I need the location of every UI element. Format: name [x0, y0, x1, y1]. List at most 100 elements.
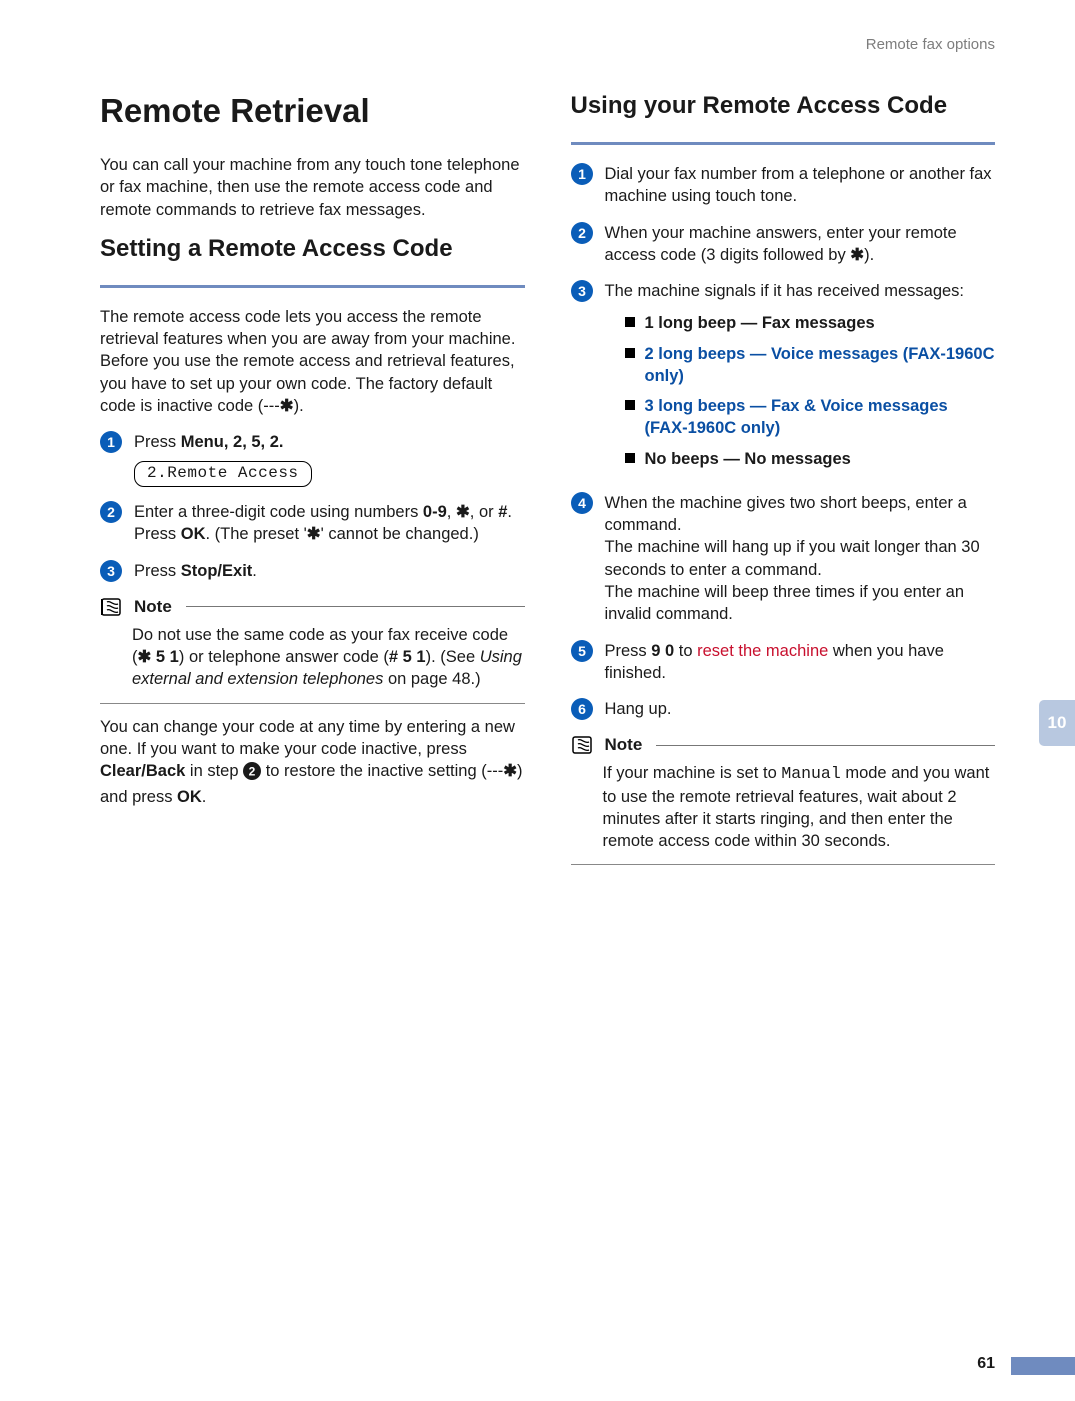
page-number: 61: [977, 1355, 995, 1373]
step-badge-1: 1: [100, 431, 122, 487]
text-red: reset the machine: [697, 642, 828, 660]
step-body: Dial your fax number from a telephone or…: [605, 163, 996, 208]
step-badge-4: 4: [571, 492, 593, 626]
step-badge-5: 5: [571, 640, 593, 685]
svg-text:5: 5: [578, 643, 586, 659]
star-icon: ✱: [280, 397, 294, 415]
step-2: 2 Enter a three-digit code using numbers…: [100, 501, 525, 546]
text: .: [507, 503, 512, 521]
text: ,: [447, 503, 456, 521]
text: .: [202, 788, 207, 806]
text-blue: 3 long beeps — Fax & Voice messages (FAX…: [645, 395, 996, 440]
text-bold: OK: [177, 788, 202, 806]
section-heading-setting-code: Setting a Remote Access Code: [100, 235, 525, 269]
signal-item-3: 3 long beeps — Fax & Voice messages (FAX…: [625, 395, 996, 440]
bullet-icon: [625, 400, 635, 410]
step-body: When your machine answers, enter your re…: [605, 222, 996, 267]
page-title: Remote Retrieval: [100, 92, 525, 130]
note-rule: [656, 745, 995, 746]
section-heading-using-code: Using your Remote Access Code: [571, 92, 996, 126]
text-bold: OK: [181, 525, 206, 543]
step-4: 4 When the machine gives two short beeps…: [571, 492, 996, 626]
text: , or: [470, 503, 498, 521]
text: If your machine is set to: [603, 764, 782, 782]
star-icon: ✱: [503, 762, 517, 780]
footer-accent-bar: [1011, 1357, 1075, 1375]
heading-rule: [100, 285, 525, 288]
text: Press: [134, 525, 181, 543]
star-icon: ✱: [307, 525, 321, 543]
text: When your machine answers, enter your re…: [605, 224, 957, 264]
note-body: If your machine is set to Manual mode an…: [571, 762, 996, 862]
bullet-icon: [625, 317, 635, 327]
step-6: 6 Hang up.: [571, 698, 996, 720]
svg-text:1: 1: [107, 434, 115, 450]
left-column: Remote Retrieval You can call your machi…: [100, 92, 525, 877]
note-block: Note Do not use the same code as your fa…: [100, 596, 525, 704]
text-bold: No beeps — No messages: [645, 448, 851, 470]
text: ).: [864, 246, 874, 264]
setting-intro: The remote access code lets you access t…: [100, 306, 525, 417]
step-badge-3: 3: [100, 560, 122, 582]
svg-text:2: 2: [249, 765, 256, 779]
signal-list: 1 long beep — Fax messages 2 long beeps …: [605, 312, 996, 470]
text-bold: 0-9: [423, 503, 447, 521]
text: ). (See: [426, 648, 480, 666]
step-body: Press Stop/Exit.: [134, 560, 525, 582]
step-body: The machine signals if it has received m…: [605, 280, 996, 478]
setting-steps: 1 Press Menu, 2, 5, 2. 2.Remote Access 2…: [100, 431, 525, 582]
star-icon: ✱: [138, 648, 152, 666]
note-heading: Note: [100, 596, 525, 618]
step-badge-2: 2: [571, 222, 593, 267]
svg-text:3: 3: [107, 563, 115, 579]
text-mono: Manual: [781, 764, 840, 783]
signal-item-2: 2 long beeps — Voice messages (FAX-1960C…: [625, 343, 996, 388]
text: Enter a three-digit code using numbers: [134, 503, 423, 521]
bullet-icon: [625, 453, 635, 463]
lcd-display: 2.Remote Access: [134, 461, 312, 487]
note-heading: Note: [571, 734, 996, 756]
text: . (The preset ': [206, 525, 307, 543]
text: .: [252, 562, 257, 580]
text-blue: 2 long beeps — Voice messages (FAX-1960C…: [645, 343, 996, 388]
text-bold: 5 1: [151, 648, 179, 666]
note-icon: [571, 734, 597, 756]
text: to restore the inactive setting (---: [261, 762, 503, 780]
note-label: Note: [134, 597, 172, 617]
step-3: 3 Press Stop/Exit.: [100, 560, 525, 582]
step-badge-1: 1: [571, 163, 593, 208]
chapter-tab: 10: [1039, 700, 1075, 746]
closing-paragraph: You can change your code at any time by …: [100, 716, 525, 809]
text-bold: 9 0: [651, 642, 674, 660]
note-rule: [186, 606, 525, 607]
step-badge-2: 2: [100, 501, 122, 546]
text: ).: [294, 397, 304, 415]
text: to: [674, 642, 697, 660]
star-icon: ✱: [456, 503, 470, 521]
svg-text:2: 2: [578, 225, 586, 241]
intro-paragraph: You can call your machine from any touch…: [100, 154, 525, 221]
step-1: 1 Dial your fax number from a telephone …: [571, 163, 996, 208]
note-icon: [100, 596, 126, 618]
note-block: Note If your machine is set to Manual mo…: [571, 734, 996, 865]
svg-text:3: 3: [578, 283, 586, 299]
svg-text:1: 1: [578, 166, 586, 182]
note-end-rule: [571, 864, 996, 865]
text-bold: # 5 1: [389, 648, 426, 666]
text: The remote access code lets you access t…: [100, 308, 515, 415]
text: The machine signals if it has received m…: [605, 282, 965, 300]
right-column: Using your Remote Access Code 1 Dial you…: [571, 92, 996, 877]
signal-item-4: No beeps — No messages: [625, 448, 996, 470]
step-body: Hang up.: [605, 698, 996, 720]
text: ' cannot be changed.): [321, 525, 479, 543]
step-2: 2 When your machine answers, enter your …: [571, 222, 996, 267]
svg-text:4: 4: [578, 495, 586, 511]
step-badge-6: 6: [571, 698, 593, 720]
text: in step: [185, 762, 243, 780]
star-icon: ✱: [850, 246, 864, 264]
step-1: 1 Press Menu, 2, 5, 2. 2.Remote Access: [100, 431, 525, 487]
text-bold: Clear/Back: [100, 762, 185, 780]
note-label: Note: [605, 735, 643, 755]
note-end-rule: [100, 703, 525, 704]
text: ) or telephone answer code (: [179, 648, 389, 666]
